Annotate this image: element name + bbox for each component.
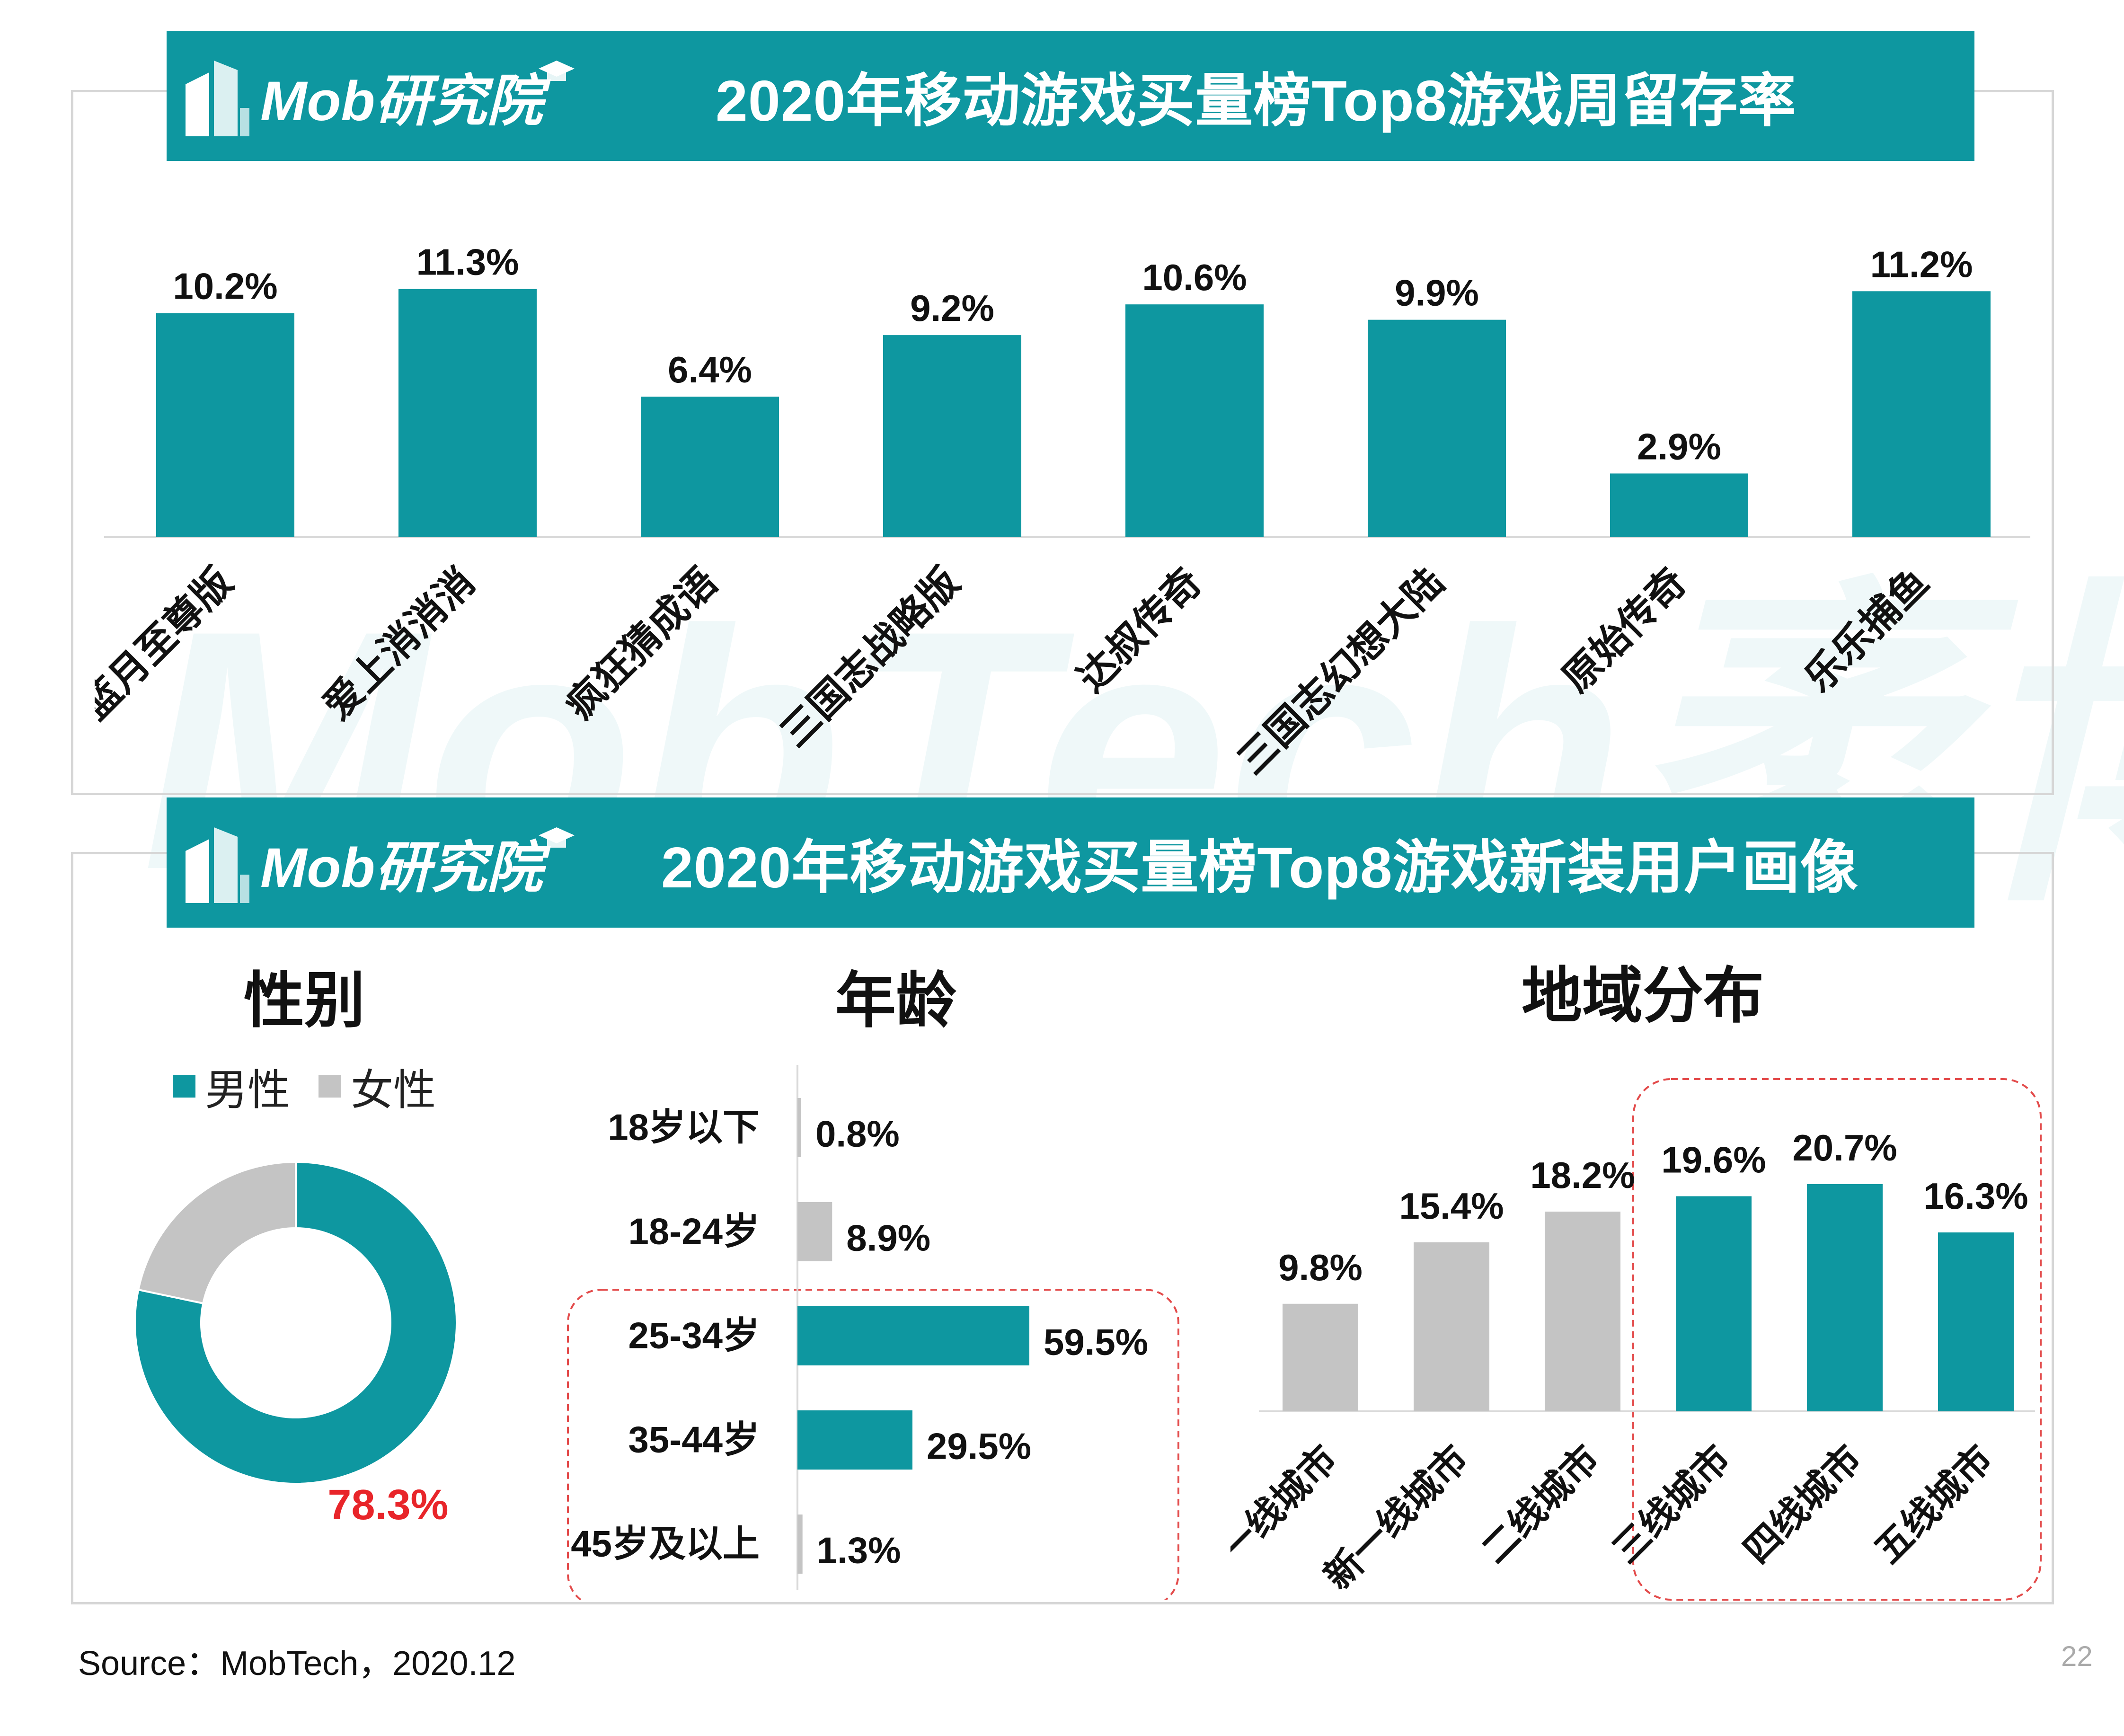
x-tick-label: 四线城市 xyxy=(1735,1437,1869,1571)
logo-building-icon xyxy=(186,60,249,136)
bottom-banner: Mob研究院 2020年移动游戏买量榜Top8游戏新装用户画像 xyxy=(167,797,1974,928)
donut-slice xyxy=(137,1160,297,1305)
legend-label-female: 女性 xyxy=(351,1067,436,1114)
y-tick-label: 25-34岁 xyxy=(628,1315,760,1356)
bar xyxy=(1676,1196,1752,1411)
x-tick-label: 二线城市 xyxy=(1473,1437,1607,1571)
top-banner: Mob研究院 2020年移动游戏买量榜Top8游戏周留存率 xyxy=(167,31,1974,161)
legend-item-female: 女性 xyxy=(319,1055,436,1117)
bar xyxy=(641,397,779,537)
male-share-label: 78.3% xyxy=(327,1481,448,1524)
logo-text: Mob研究院 xyxy=(260,837,543,899)
gender-legend: 男性 女性 xyxy=(173,1055,464,1117)
data-label: 2.9% xyxy=(1637,425,1721,467)
y-tick-label: 35-44岁 xyxy=(628,1419,760,1461)
data-label: 11.3% xyxy=(416,241,519,283)
bar xyxy=(797,1410,912,1470)
source-note: Source：MobTech，2020.12 xyxy=(78,1645,516,1683)
region-title: 地域分布 xyxy=(1522,962,1764,1030)
x-tick-label: 达叔传奇 xyxy=(1070,560,1210,700)
data-label: 9.9% xyxy=(1395,272,1479,314)
bar xyxy=(1368,319,1506,537)
logo-building-icon xyxy=(186,827,249,903)
bar xyxy=(1852,291,1991,537)
data-label: 10.6% xyxy=(1142,257,1247,298)
legend-label-male: 男性 xyxy=(205,1067,290,1114)
x-tick-label: 新一线城市 xyxy=(1316,1437,1476,1597)
gender-donut-chart: 78.3% xyxy=(134,1160,458,1524)
gender-title: 性别 xyxy=(244,967,365,1035)
x-tick-label: 蓝月至尊版 xyxy=(95,560,241,727)
graduation-cap-icon xyxy=(539,827,575,848)
data-label: 9.8% xyxy=(1278,1247,1363,1288)
logo: Mob研究院 xyxy=(181,31,575,161)
x-tick-label: 爱上消消消 xyxy=(315,560,483,727)
page-number: 22 xyxy=(2061,1640,2093,1672)
retention-bar-chart: 10.2% 蓝月至尊版 11.3% 爱上消消消 6.4% 疯狂猜成语 9.2% 三国志战略版 1… xyxy=(95,241,2030,783)
data-label: 9.2% xyxy=(910,287,994,329)
age-title: 年龄 xyxy=(835,967,957,1035)
data-label: 1.3% xyxy=(817,1530,901,1571)
bar xyxy=(398,289,537,537)
data-label: 11.2% xyxy=(1870,243,1973,285)
bar xyxy=(797,1098,801,1157)
x-tick-label: 五线城市 xyxy=(1867,1437,2000,1571)
data-label: 29.5% xyxy=(927,1426,1031,1467)
region-bar-chart: 9.8% 一线城市 15.4% 新一线城市 18.2% 二线城市 19.6% 三线城市 20.7… xyxy=(1230,1078,2042,1601)
age-bar-chart: 18岁以下 0.8% 18-24岁 8.9% 25-34岁 59.5% 35-44岁 29.5… xyxy=(567,1065,1179,1600)
bar xyxy=(156,313,294,537)
donut-slice xyxy=(134,1160,458,1485)
bar xyxy=(797,1306,1029,1365)
data-label: 0.8% xyxy=(815,1113,900,1155)
x-tick-label: 疯狂猜成语 xyxy=(558,560,725,727)
data-label: 8.9% xyxy=(846,1217,930,1259)
bar xyxy=(1125,304,1264,537)
logo-text: Mob研究院 xyxy=(260,70,543,133)
bar xyxy=(797,1515,803,1574)
x-tick-label: 乐乐捕鱼 xyxy=(1797,560,1937,700)
x-tick-label: 一线城市 xyxy=(1230,1437,1345,1571)
x-tick-label: 三线城市 xyxy=(1604,1437,1738,1571)
legend-swatch-male xyxy=(173,1075,195,1098)
x-tick-label: 三国志战略版 xyxy=(772,560,967,755)
y-tick-label: 18-24岁 xyxy=(628,1211,760,1252)
highlight-dashed-box xyxy=(1632,1078,2042,1601)
y-tick-label: 18岁以下 xyxy=(608,1107,760,1148)
bar xyxy=(883,335,1021,537)
data-label: 16.3% xyxy=(1923,1175,2028,1217)
top-banner-title: 2020年移动游戏买量榜Top8游戏周留存率 xyxy=(716,69,1797,133)
data-label: 6.4% xyxy=(668,349,752,390)
logo: Mob研究院 xyxy=(181,797,575,928)
highlight-dashed-box xyxy=(567,1289,1179,1600)
bar xyxy=(1283,1303,1358,1411)
bottom-banner-title: 2020年移动游戏买量榜Top8游戏新装用户画像 xyxy=(661,835,1858,900)
data-label: 59.5% xyxy=(1044,1321,1148,1363)
data-label: 10.2% xyxy=(173,266,277,307)
data-label: 20.7% xyxy=(1792,1127,1897,1169)
data-label: 19.6% xyxy=(1661,1139,1766,1181)
bar xyxy=(1807,1184,1883,1411)
x-tick-label: 原始传奇 xyxy=(1554,560,1694,700)
bar xyxy=(1610,473,1748,537)
bar xyxy=(1545,1211,1620,1411)
bar xyxy=(797,1202,832,1261)
graduation-cap-icon xyxy=(539,60,575,81)
data-label: 18.2% xyxy=(1530,1154,1635,1196)
y-tick-label: 45岁及以上 xyxy=(571,1523,760,1565)
data-label: 15.4% xyxy=(1399,1185,1504,1227)
legend-swatch-female xyxy=(319,1075,341,1098)
bar xyxy=(1414,1242,1489,1411)
x-tick-label: 三国志幻想大陆 xyxy=(1230,560,1452,782)
bar xyxy=(1938,1232,2014,1411)
legend-item-male: 男性 xyxy=(173,1055,290,1117)
